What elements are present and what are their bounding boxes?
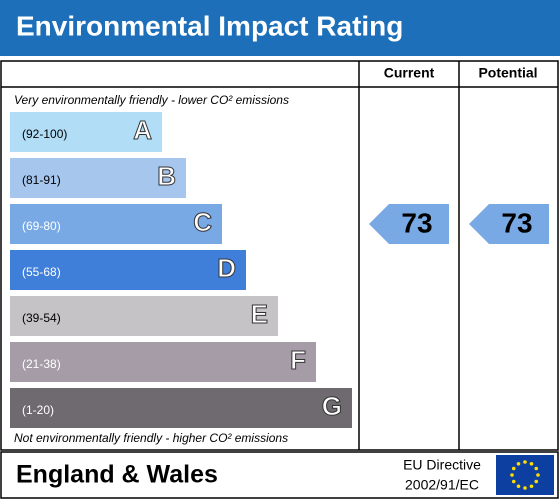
- band-bar: [10, 388, 352, 428]
- band-letter: C: [193, 207, 212, 237]
- band-range: (39-54): [22, 311, 61, 325]
- band-bar: [10, 342, 316, 382]
- flag-star: [534, 479, 539, 484]
- band-bar: [10, 204, 222, 244]
- footer-region: England & Wales: [16, 461, 218, 489]
- directive-line: 2002/91/EC: [405, 477, 479, 493]
- band-range: (21-38): [22, 357, 61, 371]
- flag-star: [529, 484, 534, 489]
- rating-arrow: [369, 204, 449, 244]
- band-letter: B: [157, 161, 176, 191]
- band-bar: [10, 158, 186, 198]
- flag-star: [510, 473, 514, 477]
- flag-star: [523, 486, 527, 490]
- band-letter: A: [133, 115, 152, 145]
- band-bar: [10, 112, 162, 152]
- band-bar: [10, 250, 246, 290]
- flag-star: [536, 473, 540, 477]
- flag-star: [511, 466, 516, 471]
- rating-value: 73: [501, 207, 532, 238]
- band-range: (1-20): [22, 403, 54, 417]
- band-range: (92-100): [22, 127, 67, 141]
- directive-line: EU Directive: [403, 457, 481, 473]
- band-letter: E: [251, 299, 268, 329]
- title: Environmental Impact Rating: [16, 10, 403, 41]
- band-range: (81-91): [22, 173, 61, 187]
- band-letter: D: [217, 253, 236, 283]
- band-bar: [10, 296, 278, 336]
- flag-star: [523, 460, 527, 464]
- top-note: Very environmentally friendly - lower CO…: [14, 93, 289, 107]
- flag-star: [516, 484, 521, 489]
- flag-star: [516, 461, 521, 466]
- eu-flag: [496, 455, 554, 495]
- band-range: (69-80): [22, 219, 61, 233]
- title-bar: [0, 0, 560, 56]
- footer-frame: [0, 451, 559, 499]
- band-range: (55-68): [22, 265, 61, 279]
- column-header: Current: [384, 65, 435, 81]
- bottom-note: Not environmentally friendly - higher CO…: [14, 431, 288, 445]
- column-header: Potential: [478, 65, 537, 81]
- flag-star: [534, 466, 539, 471]
- flag-star: [529, 461, 534, 466]
- band-letter: G: [322, 391, 342, 421]
- main-frame: [0, 60, 559, 451]
- flag-star: [511, 479, 516, 484]
- rating-arrow: [469, 204, 549, 244]
- band-letter: F: [290, 345, 306, 375]
- rating-value: 73: [401, 207, 432, 238]
